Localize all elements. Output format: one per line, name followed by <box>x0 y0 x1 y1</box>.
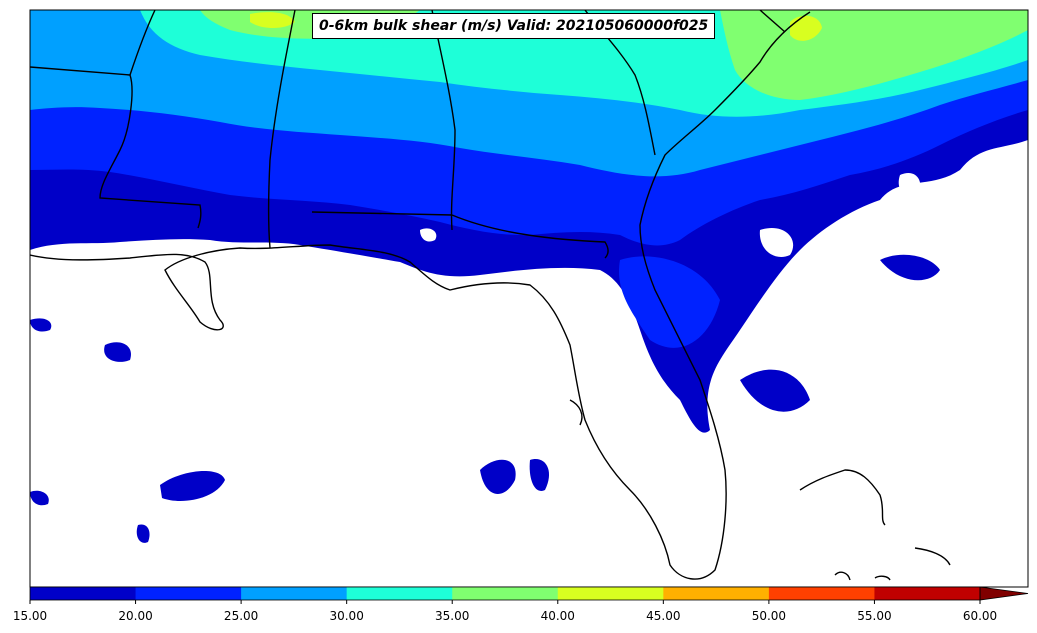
state-border-al-ga <box>431 10 456 231</box>
colorbar-segment <box>346 587 453 600</box>
shear-blob <box>136 524 150 543</box>
map-gap <box>759 228 794 258</box>
colorbar-tick-label: 20.00 <box>118 609 153 623</box>
map-outlines <box>30 10 951 581</box>
shear-blob <box>480 459 516 494</box>
island-coast <box>834 571 851 581</box>
state-border-ms-al <box>267 10 296 249</box>
colorbar-segment <box>874 587 981 600</box>
colorbar-tick-label: 55.00 <box>857 609 892 623</box>
colorbar-segment <box>452 587 559 600</box>
colorbar-tick-label: 60.00 <box>962 609 998 623</box>
shear-blob <box>619 256 720 348</box>
colorbar-outline <box>29 586 981 601</box>
bahamas-coast <box>914 547 951 566</box>
colorbar-segment <box>241 587 348 600</box>
colorbar-extend-arrow <box>979 586 1029 601</box>
shear-band-40-45 <box>790 15 822 41</box>
shear-blob <box>30 318 52 332</box>
colorbar-segment <box>768 587 875 600</box>
colorbar <box>29 586 1029 604</box>
shear-blob <box>104 342 131 362</box>
colorbar-segment <box>135 587 242 600</box>
colorbar-tick-label: 15.00 <box>12 609 48 623</box>
keys-coast <box>874 575 891 581</box>
shear-blob <box>160 470 225 501</box>
state-border-nc-sc <box>759 10 786 33</box>
shear-band-40-45 <box>250 12 295 28</box>
colorbar-segment <box>663 587 770 600</box>
colorbar-tick-label: 30.00 <box>329 609 364 623</box>
gulf-coastline <box>30 11 811 580</box>
shear-blob <box>880 254 940 281</box>
cuba-coast <box>799 469 886 526</box>
map-gap <box>420 228 437 242</box>
shear-blob <box>529 459 550 491</box>
colorbar-segment <box>557 587 664 600</box>
colorbar-tick-label: 25.00 <box>223 609 259 623</box>
state-border-ga-fl <box>311 211 609 259</box>
state-border-ms-north <box>129 10 156 76</box>
colorbar-segment <box>30 587 137 600</box>
colorbar-tick-label: 35.00 <box>435 609 470 623</box>
shear-blob <box>30 490 49 506</box>
colorbar-tick-label: 45.00 <box>646 609 681 623</box>
map-gap <box>898 172 921 197</box>
state-border-la-ms <box>30 66 202 229</box>
colorbar-tick-label: 40.00 <box>540 609 575 623</box>
tampa-bay <box>569 399 583 426</box>
shear-blob <box>740 369 810 412</box>
map-title: 0-6km bulk shear (m/s) Valid: 2021050600… <box>312 13 716 39</box>
colorbar-tick-label: 50.00 <box>751 609 787 623</box>
